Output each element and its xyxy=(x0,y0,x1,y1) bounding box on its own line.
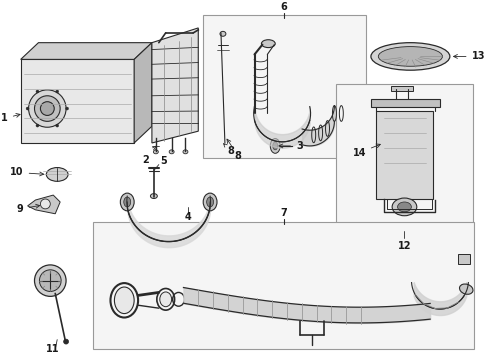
Ellipse shape xyxy=(460,284,473,294)
Polygon shape xyxy=(21,43,152,59)
Ellipse shape xyxy=(40,199,50,209)
Ellipse shape xyxy=(378,46,442,66)
Ellipse shape xyxy=(270,139,280,153)
Polygon shape xyxy=(21,59,134,143)
Ellipse shape xyxy=(121,193,134,211)
Ellipse shape xyxy=(392,198,417,216)
Text: 8: 8 xyxy=(227,139,242,161)
Ellipse shape xyxy=(160,292,172,307)
Ellipse shape xyxy=(261,40,275,48)
Text: 12: 12 xyxy=(398,241,411,251)
Ellipse shape xyxy=(34,265,66,296)
Bar xyxy=(391,86,414,91)
Text: 9: 9 xyxy=(17,204,40,214)
Text: 10: 10 xyxy=(10,167,44,177)
Ellipse shape xyxy=(56,124,59,127)
Ellipse shape xyxy=(36,124,39,127)
Ellipse shape xyxy=(115,287,134,314)
Ellipse shape xyxy=(39,270,61,292)
Text: 1: 1 xyxy=(1,113,20,123)
Ellipse shape xyxy=(34,96,60,121)
Polygon shape xyxy=(134,43,152,143)
Text: 7: 7 xyxy=(281,208,288,218)
Ellipse shape xyxy=(397,202,412,212)
Ellipse shape xyxy=(124,197,131,207)
Ellipse shape xyxy=(207,197,214,207)
Polygon shape xyxy=(152,28,198,143)
Ellipse shape xyxy=(40,102,54,116)
Ellipse shape xyxy=(47,167,68,181)
Ellipse shape xyxy=(273,142,278,150)
Bar xyxy=(93,222,473,350)
Bar xyxy=(458,254,469,264)
Ellipse shape xyxy=(150,194,157,198)
Text: 4: 4 xyxy=(185,212,192,222)
Text: 8: 8 xyxy=(223,144,234,156)
Text: 11: 11 xyxy=(46,345,59,354)
Ellipse shape xyxy=(220,31,226,36)
Ellipse shape xyxy=(56,90,59,93)
Ellipse shape xyxy=(169,150,174,154)
Text: 14: 14 xyxy=(352,144,380,158)
Text: 3: 3 xyxy=(279,141,303,151)
Text: 2: 2 xyxy=(143,146,157,165)
Ellipse shape xyxy=(64,339,69,344)
Ellipse shape xyxy=(203,193,217,211)
Ellipse shape xyxy=(36,90,39,93)
Bar xyxy=(203,15,366,158)
Polygon shape xyxy=(27,195,60,214)
Ellipse shape xyxy=(153,150,158,154)
Ellipse shape xyxy=(28,90,66,127)
Bar xyxy=(371,99,440,107)
Ellipse shape xyxy=(371,43,450,70)
Text: 6: 6 xyxy=(281,2,288,12)
Ellipse shape xyxy=(26,107,29,110)
Ellipse shape xyxy=(66,107,69,110)
Bar xyxy=(337,84,472,237)
Text: 13: 13 xyxy=(454,51,485,62)
Ellipse shape xyxy=(183,150,188,154)
Text: 5: 5 xyxy=(160,156,167,166)
Bar xyxy=(376,111,433,199)
